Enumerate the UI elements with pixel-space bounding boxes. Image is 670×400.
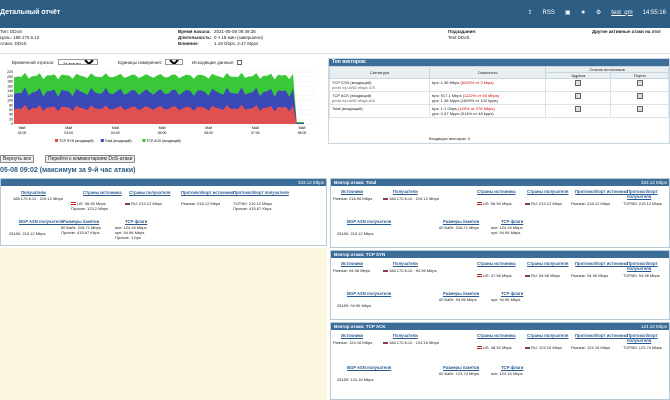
x-tick-label: Май <box>205 126 212 130</box>
tcp-flags-label[interactable]: TCP флаги <box>125 219 148 224</box>
plot-area <box>14 72 304 124</box>
x-tick-label: Май <box>65 126 72 130</box>
top-vectors-panel: Топ векторов: Сигнатура Опасность Список… <box>328 58 670 144</box>
legend-swatch <box>100 139 104 142</box>
x-tick-label: Май <box>159 126 166 130</box>
x-tick-label: 03:00 <box>64 131 73 135</box>
y-tick-label: 100 <box>7 99 13 103</box>
table-row[interactable]: Total (входящий) bps: 1.1 Gbps (429% от … <box>329 104 669 118</box>
vectors-count: Входящих векторов: 3 <box>429 136 470 141</box>
settings-icon[interactable]: ⚙ <box>595 10 602 16</box>
address-list-icon[interactable] <box>575 106 582 112</box>
return-all-button[interactable]: Вернуть все <box>0 155 35 163</box>
time-range-select[interactable]: За все время <box>58 59 98 65</box>
other-attacks[interactable]: Другие активные атаки на этот <box>592 29 661 34</box>
legend-label: TCP ACK (входящий) <box>146 139 180 143</box>
empty-area <box>0 248 327 400</box>
src-proto-label[interactable]: Протокол/порт источника <box>181 190 235 195</box>
attack-time-labels: Время начала: Длительность: Влияние: <box>178 29 212 46</box>
x-tick-label: 02:00 <box>18 131 27 135</box>
go-to-comments-button[interactable]: Перейти к комментариям DoS-атаки <box>45 155 136 163</box>
top-vectors-table: Сигнатура Опасность Список источников Ад… <box>329 66 669 118</box>
x-tick-label: 04:00 <box>111 131 120 135</box>
x-tick-label: Май <box>19 126 26 130</box>
chart-legend: TCP SYN (входящий) Total (входящий) TCP AC… <box>55 139 181 143</box>
bgp-asn-label[interactable]: BGP ASN получателя <box>19 219 64 224</box>
clock: 14:55:16 <box>642 9 666 16</box>
port-list-icon[interactable] <box>636 80 643 86</box>
table-row[interactable]: TCP SYN (входящий) proto tcp AND tflags S… <box>329 78 669 92</box>
y-tick-label: 180 <box>7 80 13 84</box>
y-tick-label: 40 <box>9 113 13 117</box>
recipients-label[interactable]: Получатели <box>21 190 46 195</box>
packet-sizes-label[interactable]: Размеры пакетов <box>63 219 100 224</box>
legend-swatch <box>142 139 146 142</box>
top-bar: Детальный отчёт ⇪ RSS ▣ ★ ⚙ test_qm 14:5… <box>0 0 670 28</box>
port-list-icon[interactable] <box>636 93 643 99</box>
x-tick-label: Май <box>252 126 259 130</box>
x-tick-label: Май <box>112 126 119 130</box>
vector-section-tcp-syn: Вектор атаки: TCP SYN Источники Разные: … <box>330 250 670 320</box>
address-list-icon[interactable] <box>575 93 582 99</box>
page-title: Детальный отчёт <box>0 9 61 16</box>
y-tick-label: 80 <box>9 103 13 107</box>
y-tick-label: 220 <box>7 70 13 74</box>
outgoing-checkbox[interactable] <box>237 60 242 65</box>
legend-label: Total (входящий) <box>105 139 132 143</box>
action-buttons: Вернуть все Перейти к комментариям DoS-а… <box>0 155 330 164</box>
y-tick-label: 160 <box>7 84 13 88</box>
top-vectors-title: Топ векторов: <box>329 59 669 66</box>
chart-controls: Временной отрезок: За все время Единицы … <box>0 58 325 68</box>
y-tick-label: 0 <box>11 122 13 126</box>
source-countries-label[interactable]: Страны источника <box>83 190 122 195</box>
port-list-icon[interactable] <box>636 106 643 112</box>
dst-proto-label[interactable]: Протокол/порт получателя <box>233 190 289 195</box>
y-tick-label: 120 <box>7 94 13 98</box>
legend-label: TCP SYN (входящий) <box>59 139 94 143</box>
attack-info: Тип: DDoS Цель: 188.170.6.12 Атака: DDoS… <box>0 28 670 54</box>
y-tick-label: 140 <box>7 89 13 93</box>
vector-section-total-left: 333.12 Mbps Получатели 188.170.6.12 : 21… <box>0 178 327 246</box>
table-row[interactable]: TCP ACK (входящий) proto tcp AND tflags A… <box>329 91 669 105</box>
toolbar: ⇪ RSS ▣ ★ ⚙ test_qm 14:55:16 <box>527 9 666 17</box>
rss-link[interactable]: RSS <box>542 9 555 16</box>
y-tick-label: 20 <box>9 117 13 121</box>
x-tick-label: 08:00 <box>298 131 307 135</box>
x-tick-label: 05:00 <box>158 131 167 135</box>
subtask: Подзадание: Test DDoS <box>448 29 477 40</box>
vector-section-tcp-ack: Вектор атаки: TCP ACK 124.16 Mbps Источни… <box>330 322 670 400</box>
dest-countries-label[interactable]: Страны получателя <box>129 190 171 195</box>
vector-section-total: Вектор атаки: Total 333.12 Mbps Источники… <box>330 178 670 248</box>
legend-swatch <box>55 139 58 142</box>
y-tick-label: 60 <box>9 108 13 112</box>
address-list-icon[interactable] <box>575 80 582 86</box>
unit-select[interactable]: bps <box>165 59 183 65</box>
x-tick-label: 06:00 <box>204 131 213 135</box>
user-link[interactable]: test_qm <box>611 9 633 16</box>
x-axis: Май02:00Май03:00Май04:00Май05:00Май06:00… <box>18 126 307 135</box>
y-tick-label: 200 <box>7 75 13 79</box>
share-icon[interactable]: ⇪ <box>527 10 533 16</box>
x-tick-label: 07:00 <box>251 131 260 135</box>
star-icon[interactable]: ★ <box>580 10 586 16</box>
peak-subtitle: 05-08 09:02 (максимум за 9-й час атаки) <box>0 167 136 174</box>
series-tcp-syn-area <box>14 104 304 124</box>
attack-summary: Тип: DDoS Цель: 188.170.6.12 Атака: DDoS <box>0 29 40 46</box>
save-icon[interactable]: ▣ <box>564 10 571 16</box>
x-tick-label: Май <box>299 126 306 130</box>
attack-time-values: 2021-05-08 09:49:35 0 ч 18 мин (завершен… <box>214 29 263 46</box>
